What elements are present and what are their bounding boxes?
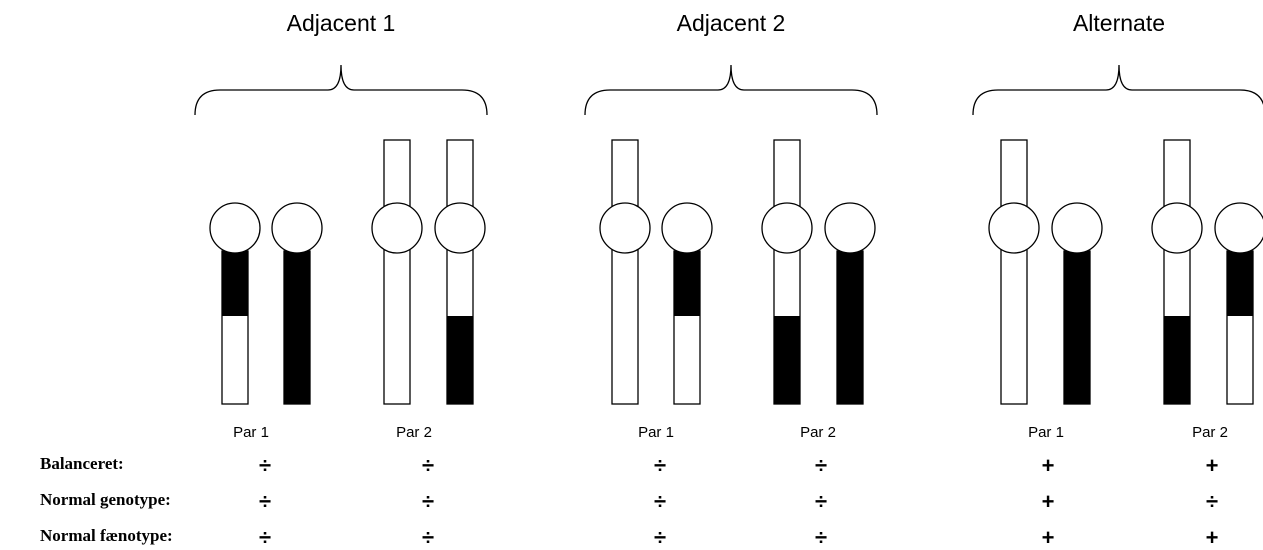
- centromere: [210, 203, 260, 253]
- result-symbol: +: [1206, 453, 1219, 478]
- chromosome-arm: [612, 140, 638, 404]
- pair-label: Par 1: [1028, 424, 1064, 441]
- brace: [585, 65, 877, 115]
- chromosome-segment: [1227, 251, 1253, 316]
- group-title: Adjacent 1: [287, 10, 396, 36]
- pair-label: Par 2: [1192, 424, 1228, 441]
- group-title: Adjacent 2: [677, 10, 786, 36]
- diagram: Adjacent 1 Par 1 Par 2 Adjacent 2 Par 1 Par 2…: [0, 0, 1263, 550]
- brace: [195, 65, 487, 115]
- centromere: [762, 203, 812, 253]
- centromere: [272, 203, 322, 253]
- centromere: [662, 203, 712, 253]
- brace: [973, 65, 1263, 115]
- chromosome-arm: [384, 140, 410, 404]
- result-symbol: ÷: [259, 489, 271, 514]
- chromosome-arm: [1064, 251, 1090, 404]
- result-symbol: ÷: [815, 453, 827, 478]
- row-label: Balanceret:: [40, 454, 124, 473]
- result-symbol: ÷: [815, 525, 827, 550]
- chromosome-segment: [1164, 316, 1190, 404]
- row-label: Normal genotype:: [40, 490, 171, 509]
- result-symbol: ÷: [1206, 489, 1218, 514]
- chromosome-arm: [1001, 140, 1027, 404]
- result-symbol: ÷: [815, 489, 827, 514]
- result-symbol: ÷: [422, 489, 434, 514]
- result-symbol: +: [1206, 525, 1219, 550]
- centromere: [435, 203, 485, 253]
- centromere: [1152, 203, 1202, 253]
- result-symbol: ÷: [422, 453, 434, 478]
- row-label: Normal fænotype:: [40, 526, 173, 545]
- centromere: [1052, 203, 1102, 253]
- centromere: [825, 203, 875, 253]
- chromosome-arm: [284, 251, 310, 404]
- result-symbol: ÷: [259, 453, 271, 478]
- pair-label: Par 2: [396, 424, 432, 441]
- chromosome-arm: [837, 251, 863, 404]
- chromosome-segment: [222, 251, 248, 316]
- centromere: [989, 203, 1039, 253]
- result-symbol: ÷: [654, 489, 666, 514]
- result-symbol: +: [1042, 453, 1055, 478]
- chromosome-segment: [674, 251, 700, 316]
- pair-label: Par 1: [638, 424, 674, 441]
- result-symbol: ÷: [259, 525, 271, 550]
- chromosome-segment: [447, 316, 473, 404]
- pair-label: Par 1: [233, 424, 269, 441]
- result-symbol: +: [1042, 525, 1055, 550]
- pair-label: Par 2: [800, 424, 836, 441]
- result-symbol: ÷: [654, 453, 666, 478]
- centromere: [600, 203, 650, 253]
- result-symbol: ÷: [422, 525, 434, 550]
- centromere: [1215, 203, 1263, 253]
- result-symbol: +: [1042, 489, 1055, 514]
- chromosome-segment: [774, 316, 800, 404]
- centromere: [372, 203, 422, 253]
- result-symbol: ÷: [654, 525, 666, 550]
- group-title: Alternate: [1073, 10, 1165, 36]
